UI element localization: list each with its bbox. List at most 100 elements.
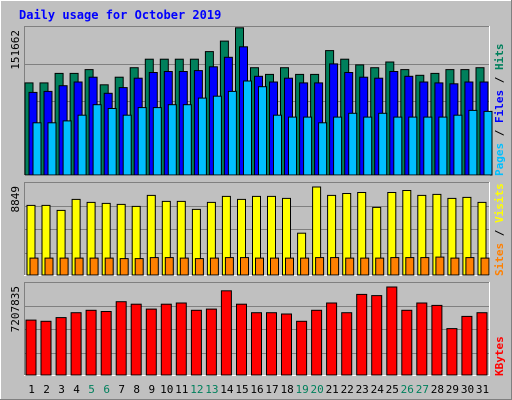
- bar-kbytes-day-28: [431, 304, 443, 376]
- bar-sites-day-13: [209, 257, 219, 276]
- bar-kbytes-day-27: [416, 302, 428, 376]
- x-axis-tick-labels: 1 2 3 4 5 6 7 8 9 10 11 12 13 14 15 16 17 18 19 20 21 22 23 24 2…: [28, 383, 489, 396]
- bar-pages-day-4: [77, 114, 87, 176]
- bar-sites-day-15: [240, 257, 249, 276]
- x-tick-label-23: 23: [356, 383, 369, 396]
- bar-pages-day-27: [423, 116, 433, 176]
- x-tick-label-6: 6: [103, 383, 110, 396]
- bar-kbytes-day-9: [145, 308, 157, 376]
- bar-pages-day-23: [363, 116, 373, 176]
- bar-kbytes-day-19: [296, 320, 308, 376]
- x-tick-label-17: 17: [265, 383, 278, 396]
- legend-item-hits: Hits: [493, 44, 506, 71]
- bar-sites-day-26: [405, 257, 415, 276]
- x-tick-label-2: 2: [43, 383, 50, 396]
- x-tick-label-28: 28: [431, 383, 444, 396]
- bar-kbytes-day-4: [70, 312, 82, 376]
- bar-sites-day-20: [315, 257, 325, 276]
- bar-kbytes-day-1: [25, 319, 37, 376]
- x-tick-label-1: 1: [28, 383, 35, 396]
- bar-kbytes-day-16: [251, 312, 262, 376]
- bar-kbytes-day-10: [160, 303, 172, 376]
- x-tick-label-5: 5: [88, 383, 95, 396]
- bar-sites-day-23: [360, 257, 370, 276]
- bar-pages-day-28: [438, 116, 448, 176]
- bar-sites-day-14: [224, 257, 234, 276]
- legend-separator: /: [493, 223, 506, 243]
- bar-kbytes-day-29: [446, 328, 458, 376]
- bar-pages-day-30: [468, 109, 478, 176]
- bar-sites-day-7: [119, 258, 129, 276]
- bar-pages-day-25: [393, 116, 403, 176]
- x-tick-label-26: 26: [401, 383, 414, 396]
- bar-kbytes-day-14: [220, 290, 232, 376]
- bar-pages-day-3: [62, 120, 72, 176]
- bar-sites-day-10: [164, 257, 174, 276]
- panel-traffic: 151662 Pages / Files / Hits: [9, 26, 506, 176]
- bar-pages-day-19: [303, 116, 313, 176]
- x-tick-label-15: 15: [235, 383, 248, 396]
- bar-sites-day-27: [420, 257, 430, 276]
- bar-pages-day-22: [348, 112, 358, 176]
- bar-sites-day-2: [44, 257, 54, 276]
- bar-kbytes-day-15: [236, 303, 247, 376]
- bar-kbytes-day-3: [55, 317, 67, 376]
- bar-kbytes-day-24: [371, 295, 383, 376]
- bar-pages-day-31: [483, 110, 493, 176]
- bar-kbytes-day-20: [311, 309, 323, 376]
- bar-sites-day-5: [89, 257, 99, 276]
- y-axis-max-label: 7207835: [9, 286, 22, 332]
- bar-sites-day-12: [194, 258, 204, 276]
- bar-pages-day-13: [212, 95, 222, 176]
- bar-sites-day-1: [29, 257, 39, 276]
- legend-separator: /: [493, 123, 506, 143]
- bar-sites-day-28: [435, 256, 445, 276]
- x-tick-label-11: 11: [175, 383, 188, 396]
- y-axis-max-label: 151662: [9, 30, 22, 70]
- bar-pages-day-17: [273, 114, 282, 176]
- bar-kbytes-day-5: [85, 309, 97, 376]
- bar-sites-day-11: [179, 257, 189, 276]
- bar-sites-day-21: [330, 257, 340, 276]
- bar-kbytes-day-2: [40, 320, 52, 376]
- x-tick-label-19: 19: [295, 383, 308, 396]
- x-tick-label-29: 29: [446, 383, 459, 396]
- x-tick-label-13: 13: [205, 383, 218, 396]
- legend-traffic: Pages / Files / Hits: [493, 44, 506, 177]
- bar-pages-day-21: [333, 116, 343, 176]
- bar-sites-day-18: [285, 257, 294, 276]
- legend-separator: /: [493, 70, 506, 90]
- x-tick-label-20: 20: [310, 383, 323, 396]
- bar-sites-day-4: [74, 257, 84, 276]
- bar-kbytes-day-21: [326, 302, 338, 376]
- x-tick-label-24: 24: [371, 383, 385, 396]
- bar-sites-day-9: [149, 257, 159, 276]
- panel-visitors: 8849 Sites / Visits: [9, 182, 506, 276]
- bar-pages-day-29: [453, 114, 463, 176]
- bar-sites-day-17: [270, 257, 279, 276]
- x-tick-label-18: 18: [280, 383, 293, 396]
- x-tick-label-4: 4: [73, 383, 80, 396]
- bar-pages-day-1: [32, 122, 42, 176]
- legend-item-sites: Sites: [493, 243, 506, 276]
- panel-volume: 7207835 KBytes: [9, 282, 506, 376]
- x-tick-label-27: 27: [416, 383, 429, 396]
- bar-kbytes-day-18: [281, 313, 292, 376]
- bar-sites-day-31: [480, 257, 490, 276]
- x-tick-label-21: 21: [326, 383, 339, 396]
- x-tick-label-22: 22: [341, 383, 354, 396]
- legend-volume: KBytes: [493, 336, 506, 376]
- bar-pages-day-8: [137, 107, 147, 176]
- bar-kbytes-day-23: [356, 293, 368, 376]
- bar-sites-day-24: [375, 257, 385, 276]
- bar-pages-day-10: [167, 104, 177, 176]
- bar-pages-day-2: [47, 122, 57, 176]
- chart-panels: 151662 Pages / Files / Hits 8849 Sites / Vi…: [9, 26, 506, 376]
- bar-pages-day-6: [107, 108, 117, 176]
- legend-item-pages: Pages: [493, 143, 506, 176]
- bar-kbytes-day-11: [175, 302, 187, 376]
- x-tick-label-8: 8: [133, 383, 140, 396]
- bar-sites-day-19: [300, 257, 310, 276]
- bar-sites-day-30: [465, 257, 475, 276]
